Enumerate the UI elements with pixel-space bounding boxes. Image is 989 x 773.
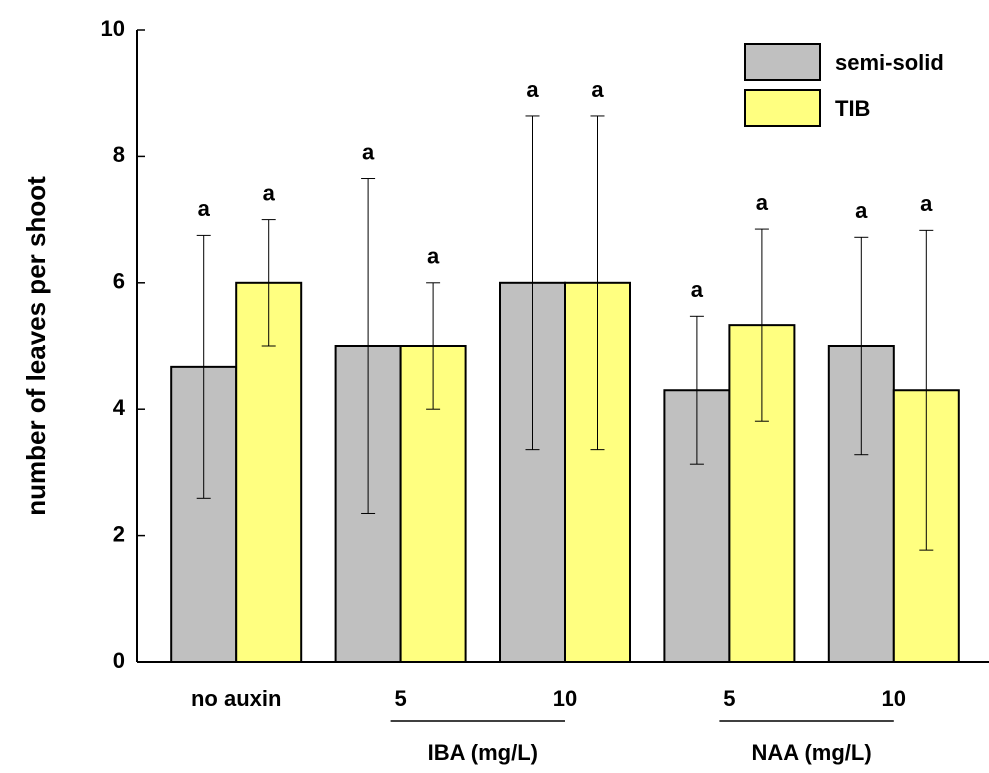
legend-swatch: [744, 43, 821, 81]
significance-label: a: [198, 196, 211, 221]
y-tick-label: 2: [113, 521, 125, 546]
y-tick-label: 4: [113, 395, 126, 420]
legend-swatch: [744, 89, 821, 127]
significance-label: a: [526, 77, 539, 102]
legend-label: TIB: [835, 96, 870, 121]
x-tick-label: 5: [394, 686, 406, 711]
group-label: IBA (mg/L): [428, 740, 538, 765]
significance-label: a: [855, 198, 868, 223]
y-tick-label: 6: [113, 269, 125, 294]
y-tick-label: 10: [101, 16, 125, 41]
significance-label: a: [362, 139, 375, 164]
significance-label: a: [591, 77, 604, 102]
group-label: NAA (mg/L): [752, 740, 872, 765]
significance-label: a: [427, 244, 440, 269]
x-tick-label: 10: [553, 686, 577, 711]
significance-label: a: [756, 190, 769, 215]
x-tick-label: 10: [882, 686, 906, 711]
y-tick-label: 8: [113, 142, 125, 167]
x-tick-label: 5: [723, 686, 735, 711]
significance-label: a: [920, 191, 933, 216]
y-tick-label: 0: [113, 648, 125, 673]
significance-label: a: [691, 277, 704, 302]
y-axis-label: number of leaves per shoot: [21, 176, 51, 516]
x-tick-label: no auxin: [191, 686, 281, 711]
legend-label: semi-solid: [835, 50, 944, 75]
significance-label: a: [263, 180, 276, 205]
